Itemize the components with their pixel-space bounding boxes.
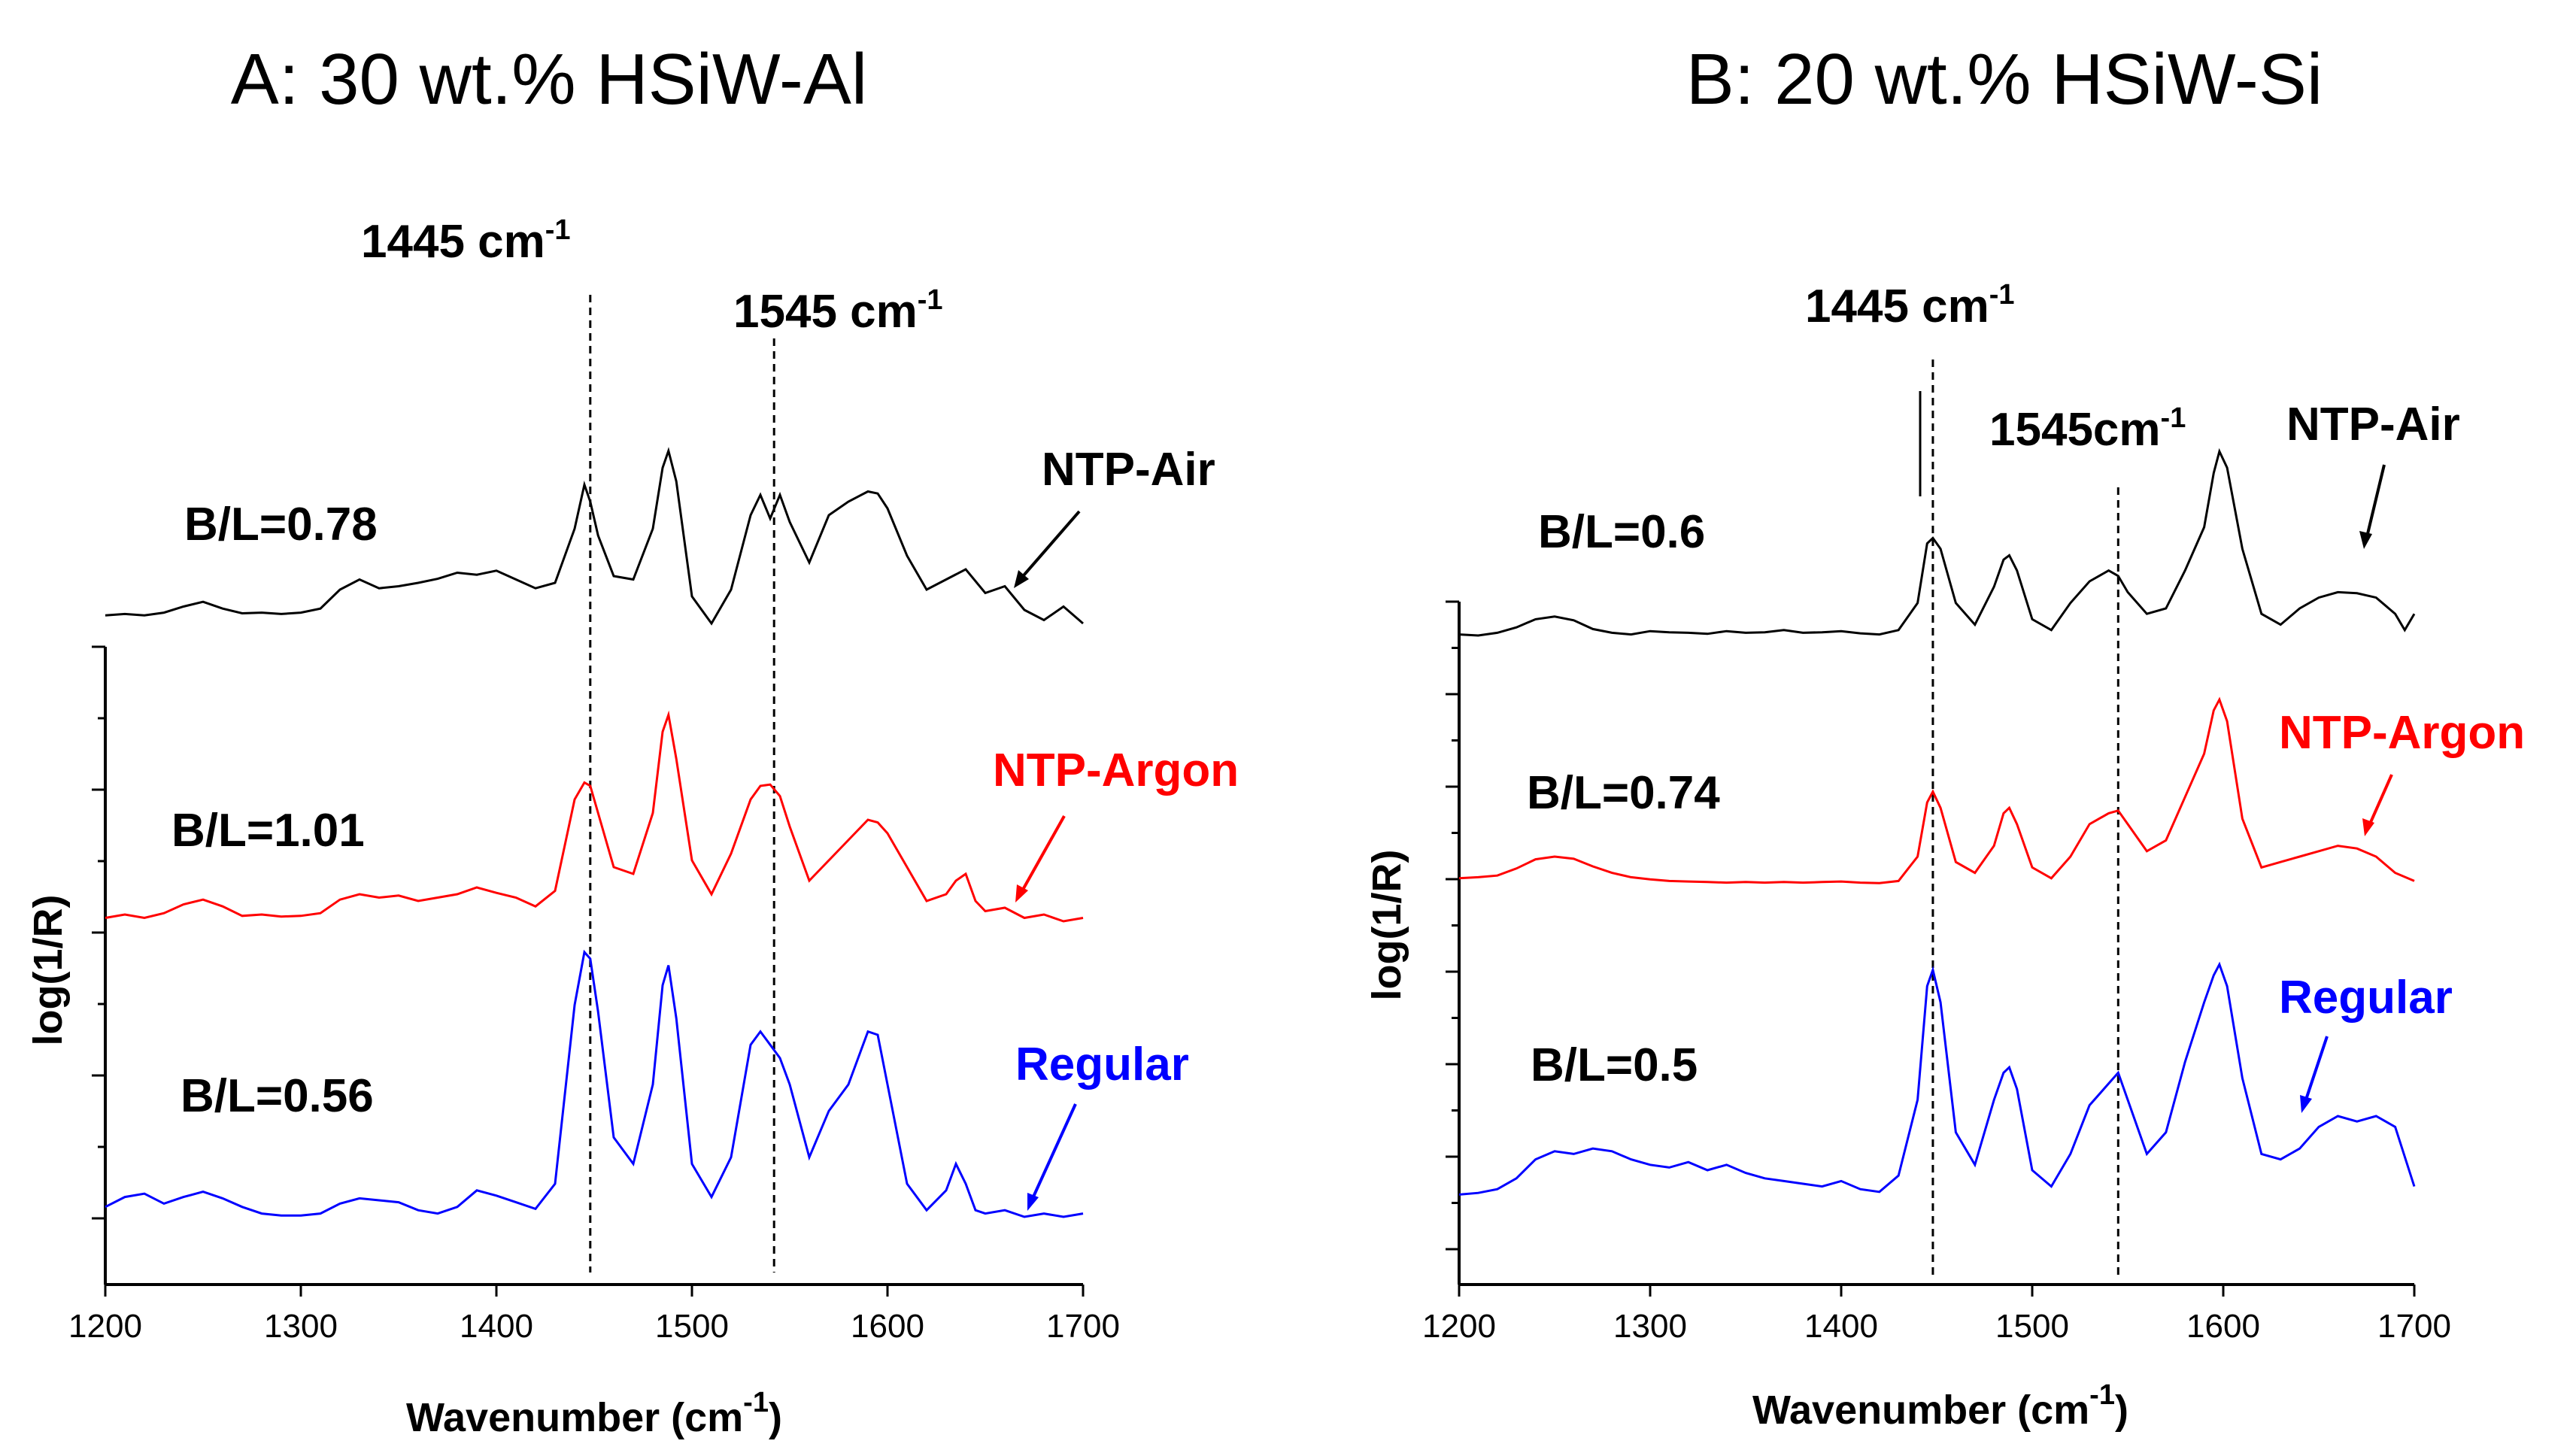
panel-a: A: 30 wt.% HSiW-Al 1200 1300 1400 1500 1600 1… (26, 39, 1239, 1440)
panel-b-arrow-ntp-argon (2367, 774, 2393, 828)
panel-a-ntp-air-line (105, 447, 1084, 626)
panel-b-x-label: Wavenumber (cm-1) (1752, 1379, 2128, 1433)
panel-b-y-ticks (1446, 600, 1459, 1251)
panel-b-x-tick-label: 1300 (1613, 1308, 1687, 1345)
panel-b-arrow-ntp-air (2365, 464, 2386, 541)
panel-a-y-ticks (92, 645, 105, 1220)
panel-b-label-ntp-argon: NTP-Argon (2279, 707, 2525, 759)
panel-b-arrow-regular (2303, 1036, 2329, 1105)
panel-b-x-tick-label: 1500 (1995, 1308, 2069, 1345)
panel-a-x-tick-label: 1700 (1046, 1308, 1120, 1345)
panel-b-ntp-air-line (1458, 447, 2416, 637)
panel-b-title: B: 20 wt.% HSiW-Si (1686, 39, 2323, 120)
panel-a-label-ntp-air: NTP-Air (1042, 444, 1215, 496)
panel-a-arrowhead-regular (1027, 1193, 1039, 1211)
panel-a-bl-ntp-argon: B/L=1.01 (171, 805, 365, 857)
panel-a-bl-regular: B/L=0.56 (181, 1070, 374, 1122)
panel-a-regular-line (105, 949, 1084, 1218)
panel-b-regular-line (1458, 961, 2416, 1196)
panel-a-arrowhead-ntp-air (1014, 570, 1029, 588)
panel-a-peak-label-1545: 1545 cm-1 (733, 284, 943, 338)
panel-a-x-label: Wavenumber (cm-1) (406, 1387, 782, 1440)
panel-a-x-tick-label: 1300 (264, 1308, 338, 1345)
panel-b-arrowhead-ntp-air (2359, 531, 2372, 549)
panel-a-ntp-argon-line (105, 710, 1084, 923)
panel-a-x-tick-label: 1500 (655, 1308, 729, 1345)
panel-b-arrowhead-ntp-argon (2362, 818, 2374, 836)
panel-a-bl-ntp-air: B/L=0.78 (184, 499, 378, 551)
panel-a-title: A: 30 wt.% HSiW-Al (231, 39, 867, 120)
panel-a-x-ticks: 1200 1300 1400 1500 1600 1700 (68, 1285, 1120, 1345)
panel-b-bl-regular: B/L=0.5 (1531, 1039, 1698, 1091)
panel-b-y-label: log(1/R) (1364, 850, 1409, 1001)
panel-a-x-tick-label: 1200 (68, 1308, 142, 1345)
panel-b-bl-ntp-air: B/L=0.6 (1538, 506, 1705, 558)
panel-b-peak-label-1545: 1545cm-1 (1989, 402, 2186, 456)
panel-a-arrow-regular (1029, 1103, 1077, 1204)
panel-a-x-tick-label: 1600 (851, 1308, 924, 1345)
panel-a-label-ntp-argon: NTP-Argon (993, 745, 1239, 796)
panel-b-x-tick-label: 1200 (1422, 1308, 1496, 1345)
panel-b-x-tick-label: 1600 (2186, 1308, 2260, 1345)
panel-b-x-tick-label: 1400 (1804, 1308, 1878, 1345)
panel-b-label-regular: Regular (2279, 972, 2453, 1024)
panel-a-peak-label-1445: 1445 cm-1 (361, 214, 571, 268)
panel-b-x-tick-label: 1700 (2377, 1308, 2451, 1345)
panel-b-peak-label-1445: 1445 cm-1 (1805, 279, 2015, 332)
panel-a-arrow-ntp-argon (1018, 815, 1066, 896)
panel-a-arrow-ntp-air (1018, 510, 1081, 582)
panel-b-label-ntp-air: NTP-Air (2286, 399, 2460, 450)
panel-a-y-label: log(1/R) (26, 895, 71, 1046)
panel-b-arrowhead-regular (2300, 1095, 2312, 1113)
panel-a-x-tick-label: 1400 (460, 1308, 533, 1345)
panel-b: B: 20 wt.% HSiW-Si 1200 1300 1400 1500 1600 1… (1364, 39, 2525, 1433)
panel-b-x-ticks: 1200 1300 1400 1500 1600 1700 (1422, 1285, 2451, 1345)
panel-b-ntp-argon-line (1458, 696, 2415, 884)
panel-a-label-regular: Regular (1015, 1039, 1189, 1090)
panel-b-bl-ntp-argon: B/L=0.74 (1527, 767, 1720, 819)
panel-a-arrowhead-ntp-argon (1015, 884, 1028, 902)
